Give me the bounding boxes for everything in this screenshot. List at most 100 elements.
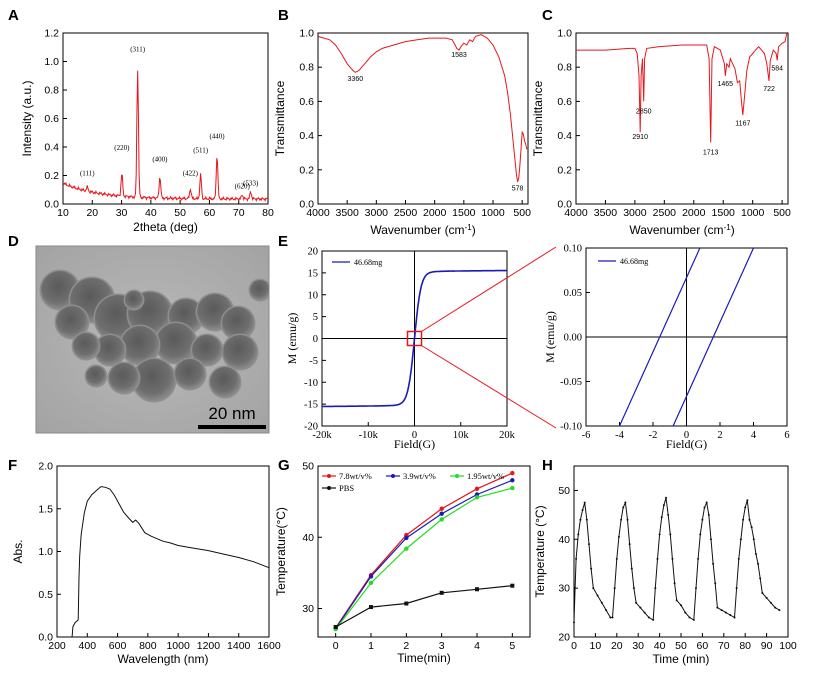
data-point — [609, 616, 612, 619]
x-tick-label: 2 — [403, 640, 409, 652]
panel-label-c: C — [542, 7, 553, 24]
panel-label-h: H — [542, 457, 553, 474]
x-tick-label: 0 — [412, 430, 417, 441]
data-point — [369, 605, 373, 610]
data-point — [474, 486, 480, 491]
data-point — [605, 609, 608, 612]
y-tick-label: 15 — [308, 268, 319, 279]
peak-label: 1583 — [451, 52, 467, 59]
data-point — [675, 599, 678, 602]
data-point — [573, 621, 575, 624]
data-point — [714, 582, 717, 585]
data-point — [724, 611, 727, 614]
y-tick-label: 5 — [313, 312, 318, 323]
data-point — [757, 562, 760, 565]
x-axis-label: Wavenumber (cm-1) — [370, 223, 475, 238]
y-tick-label: 40 — [302, 532, 314, 544]
data-point — [769, 601, 772, 604]
chart-c: 4000 3500 3000 2500 2000 1500 1000 500 0.0 0.2 0.4… — [531, 28, 791, 238]
data-point — [658, 533, 661, 536]
x-tick-label: -6 — [582, 430, 591, 441]
data-point — [778, 609, 781, 612]
peak-label: (111) — [80, 170, 95, 178]
x-tick-label: 10 — [57, 207, 69, 219]
y-tick-label: 1.0 — [557, 28, 572, 40]
y-tick-label: -10 — [304, 378, 318, 389]
x-tick-label: 2 — [717, 430, 722, 441]
xrd-curve — [62, 70, 269, 203]
data-point — [669, 533, 672, 536]
y-axis-label: Transmittance — [273, 80, 287, 156]
x-tick-label: 4 — [474, 640, 480, 652]
legend-marker — [455, 474, 459, 478]
zoom-box — [406, 330, 423, 347]
data-point — [574, 587, 577, 590]
series-line — [335, 472, 513, 629]
y-axis-label: M (emu/g) — [285, 313, 299, 365]
x-tick-label: 1000 — [166, 640, 190, 652]
x-tick-label: 3500 — [594, 207, 618, 219]
data-point — [739, 538, 742, 541]
x-tick-label: 100 — [779, 640, 797, 652]
x-axis-label: 2theta (deg) — [133, 220, 198, 234]
data-point — [652, 618, 655, 621]
x-tick-label: 70 — [718, 640, 730, 652]
x-tick-label: 30 — [632, 640, 644, 652]
chart-e: -20k -10k 0 10k 20k -20 -15 -10 -5 0 5 10 15 20 Field(… — [285, 247, 557, 451]
data-point — [626, 518, 629, 521]
data-point — [368, 580, 374, 586]
peak-label: 1465 — [717, 81, 733, 88]
x-tick-label: 20k — [499, 430, 516, 441]
x-tick-label: 0 — [571, 640, 577, 652]
chart-f: 200 400 600 800 1000 1200 1400 1600 0.0 0.5 1.0 1.5… — [11, 461, 281, 667]
data-point — [701, 518, 704, 521]
peak-label: 578 — [512, 185, 524, 192]
panel-label-d: D — [8, 233, 19, 250]
data-point — [733, 616, 736, 619]
data-point — [510, 470, 515, 476]
data-point — [615, 557, 618, 560]
data-point — [673, 582, 676, 585]
y-tick-label: -0.10 — [560, 422, 582, 433]
data-point — [592, 587, 595, 590]
data-point — [643, 611, 646, 614]
y-tick-label: 0.0 — [38, 632, 53, 644]
y-tick-label: 0.05 — [564, 288, 582, 299]
data-point — [368, 574, 374, 579]
tem-image: 20 nm — [35, 245, 270, 434]
panel-label-e: E — [278, 233, 288, 250]
data-point — [761, 592, 764, 595]
y-tick-label: 0.00 — [564, 333, 582, 344]
data-point — [404, 546, 409, 551]
x-axis-label: Field(G) — [394, 437, 435, 451]
x-tick-label: 2500 — [653, 207, 677, 219]
y-tick-label: 30 — [558, 583, 570, 595]
peak-label: 722 — [763, 86, 775, 93]
legend-marker — [391, 474, 395, 478]
nanoparticle — [73, 333, 99, 359]
x-tick-label: 80 — [262, 207, 274, 219]
data-point — [585, 518, 588, 521]
x-tick-label: 0 — [333, 640, 339, 652]
plot-frame — [62, 32, 269, 205]
peak-label: (533) — [243, 179, 259, 187]
nanoparticle — [121, 326, 159, 364]
x-tick-label: 50 — [174, 207, 186, 219]
nanoparticle — [56, 306, 88, 338]
y-tick-label: 0.8 — [557, 62, 572, 74]
data-point — [624, 501, 627, 504]
chart-e-inset: -6 -4 -2 0 2 4 6 -0.10 -0.05 0.00 0.05 0.10 Field(G)… — [543, 244, 790, 452]
peak-label: (220) — [114, 144, 130, 152]
data-point — [703, 506, 706, 509]
data-point — [575, 557, 578, 560]
data-point — [333, 625, 338, 630]
y-tick-label: 20 — [308, 247, 319, 258]
data-point — [632, 587, 635, 590]
data-point — [617, 535, 620, 538]
data-point — [620, 518, 623, 521]
data-point — [439, 517, 444, 522]
y-tick-label: 0.4 — [299, 130, 314, 142]
data-point — [737, 557, 740, 560]
y-tick-label: 0.8 — [299, 62, 314, 74]
data-point — [656, 557, 659, 560]
